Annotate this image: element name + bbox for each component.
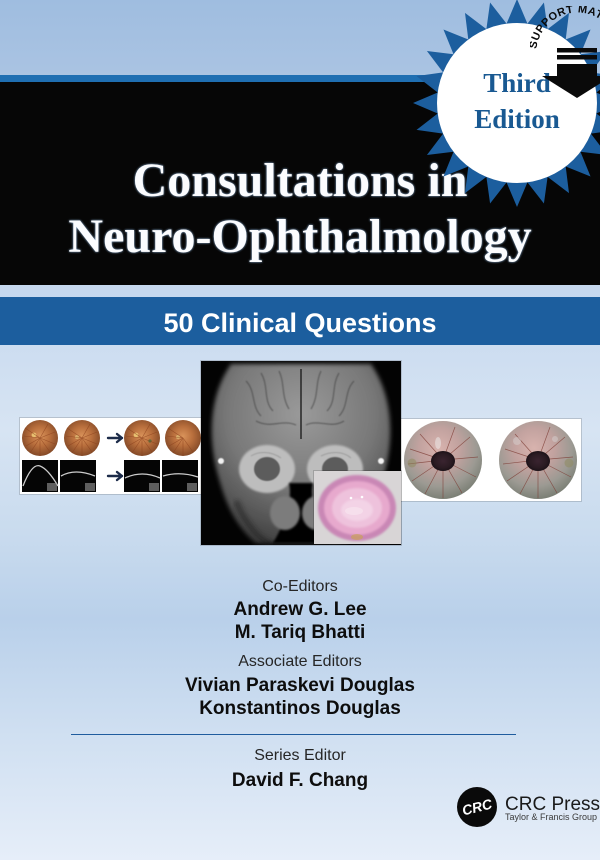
svg-text:Taylor & Francis Group: Taylor & Francis Group xyxy=(505,812,597,822)
svg-text:Edition: Edition xyxy=(474,104,560,134)
svg-text:SUPPORT MATERIAL: SUPPORT MATERIAL xyxy=(530,6,600,50)
